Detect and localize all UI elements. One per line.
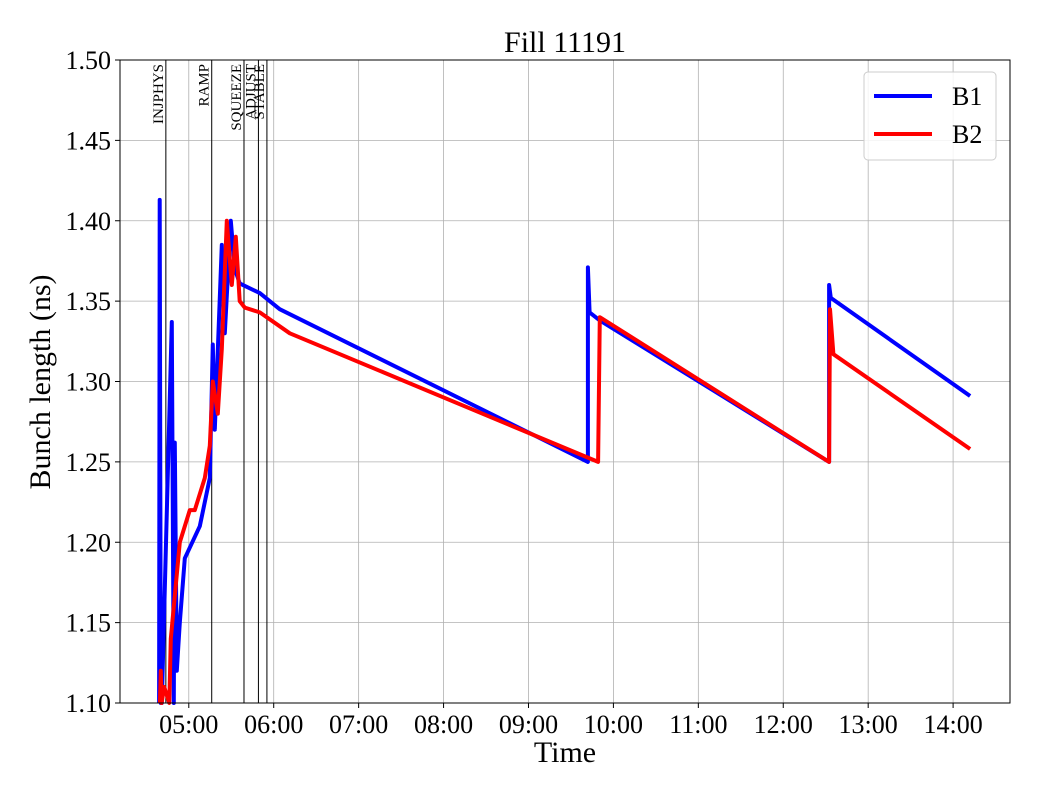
y-axis-label: Bunch length (ns)	[24, 275, 57, 490]
x-tick-label: 08:00	[414, 710, 473, 739]
legend-label: B1	[952, 82, 982, 111]
x-tick-label: 06:00	[244, 710, 303, 739]
y-tick-label: 1.20	[66, 528, 112, 557]
x-tick-label: 13:00	[839, 710, 898, 739]
phase-label: STABLE	[252, 64, 268, 119]
x-tick-label: 10:00	[584, 710, 643, 739]
plot-frame	[119, 59, 1011, 704]
phase-label: ADJUST	[243, 64, 259, 120]
data-line	[157, 218, 972, 705]
phase-label: RAMP	[197, 64, 213, 107]
x-tick-label: 11:00	[669, 710, 727, 739]
x-tick-label: 12:00	[754, 710, 813, 739]
x-axis-label: Time	[534, 736, 596, 769]
legend-label: B2	[952, 120, 982, 149]
data-line	[157, 197, 972, 705]
y-tick-label: 1.45	[66, 126, 112, 155]
x-tick-label: 14:00	[923, 710, 982, 739]
x-tick-label: 09:00	[499, 710, 558, 739]
y-tick-label: 1.40	[66, 207, 112, 236]
chart-title: Fill 11191	[504, 26, 626, 59]
y-tick-label: 1.10	[66, 689, 112, 718]
x-tick-label: 07:00	[329, 710, 388, 739]
y-tick-label: 1.25	[66, 448, 112, 477]
y-tick-label: 1.15	[66, 609, 112, 638]
phase-label: INJPHYS	[151, 64, 167, 124]
y-tick-label: 1.50	[66, 46, 112, 75]
y-tick-label: 1.35	[66, 287, 112, 316]
y-tick-label: 1.30	[66, 368, 112, 397]
x-tick-label: 05:00	[159, 710, 218, 739]
phase-label: SQUEEZE	[229, 64, 245, 131]
